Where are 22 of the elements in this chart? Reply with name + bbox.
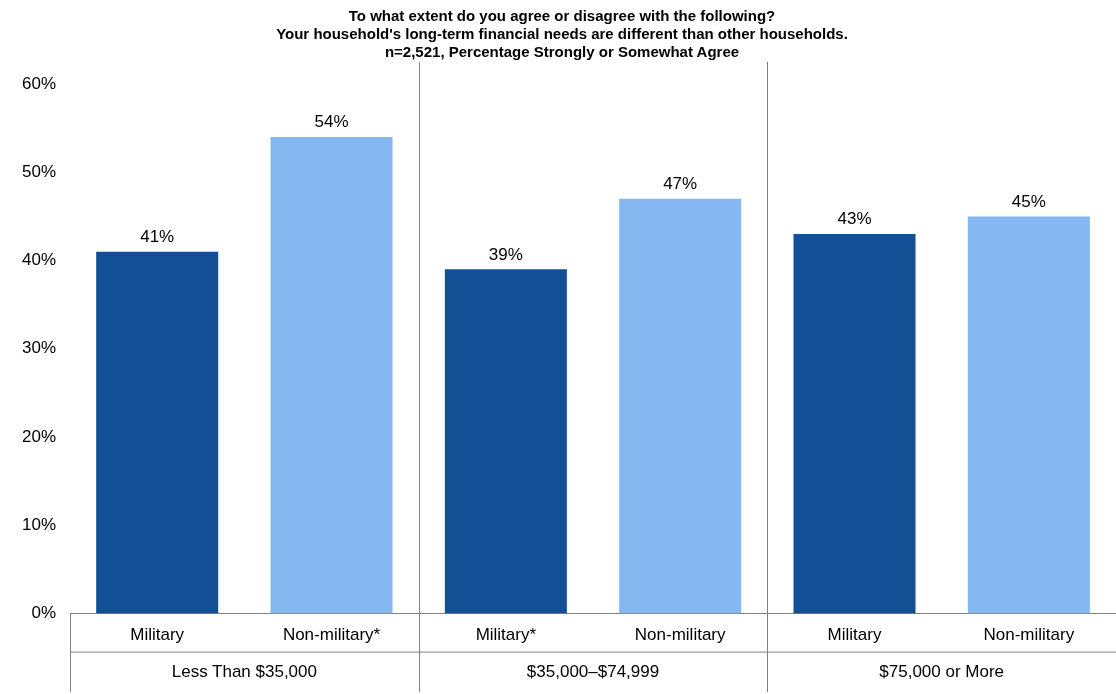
y-tick-label: 30% (21, 338, 57, 358)
text: n=2,521, Percentage Strongly or Somewhat Agree (384, 43, 740, 61)
y-tick-label: 50% (21, 161, 57, 181)
y-tick-label: 0% (31, 603, 57, 623)
bar (793, 234, 916, 614)
y-tick-label: 20% (21, 426, 57, 446)
y-tick-label: 10% (21, 515, 57, 535)
bar (967, 216, 1090, 614)
text: Your household's long-term financial needs are different than other households. (276, 25, 848, 43)
bar (96, 251, 219, 614)
bar (270, 136, 393, 614)
y-tick-label: 60% (21, 73, 57, 93)
data-label: 54% (314, 112, 349, 132)
data-label: 45% (1011, 191, 1046, 211)
y-tick-label: 40% (21, 250, 57, 270)
bar (444, 269, 567, 614)
data-label: 39% (488, 244, 523, 264)
data-label: 47% (663, 173, 698, 193)
data-label: 43% (837, 209, 872, 229)
data-label: 41% (140, 226, 175, 246)
bar (619, 198, 742, 614)
text: To what extent do you agree or disagree with the following? (348, 7, 776, 25)
